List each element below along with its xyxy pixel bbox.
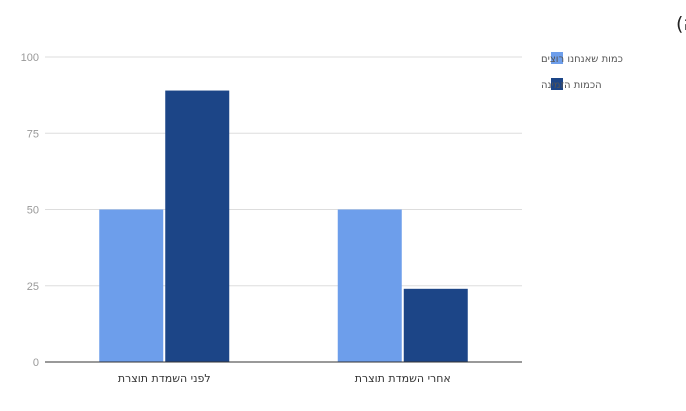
y-tick-label-25: 25: [27, 281, 39, 293]
legend-swatch-1: [551, 52, 563, 64]
axes: 0 25 50 75 100 לפני השמדת תוצרת אחרי השמדת תוצ…: [21, 52, 522, 385]
x-category-label-1: לפני השמדת תוצרת: [118, 372, 211, 385]
bars: [99, 90, 468, 363]
bar-2-1: [165, 90, 230, 363]
y-tick-label-0: 0: [33, 357, 39, 369]
bar-1-2: [337, 209, 402, 362]
y-tick-label-75: 75: [27, 128, 39, 140]
bar-1-1: [99, 209, 164, 362]
legend-swatch-2: [551, 78, 563, 90]
legend-label-2: הכמות הזמינה: [541, 80, 602, 91]
x-category-label-2: אחרי השמדת תוצרת: [355, 372, 451, 385]
chart-title: השמדת תוצרת במטרה לשמר מחסור באופן מלאכו…: [676, 13, 686, 35]
legend: כמות שאנחנו רוצים הכמות הזמינה: [541, 52, 623, 91]
y-tick-label-50: 50: [27, 205, 39, 217]
y-tick-label-100: 100: [21, 52, 39, 64]
bar-2-2: [403, 288, 468, 362]
legend-label-1: כמות שאנחנו רוצים: [541, 54, 623, 65]
